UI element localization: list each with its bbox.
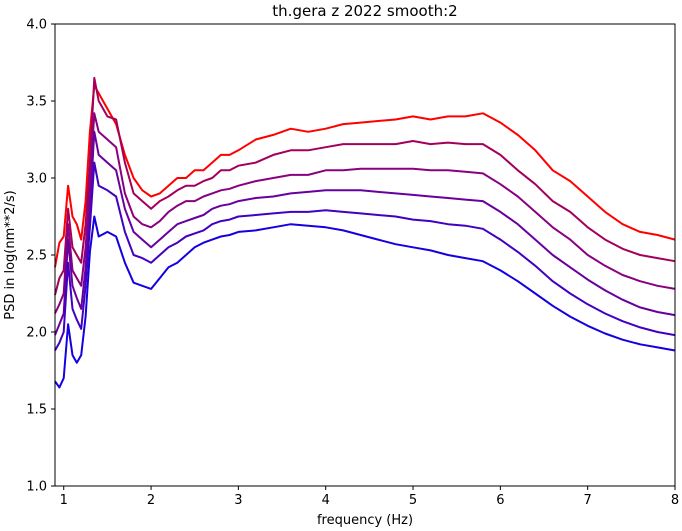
series-line-1 <box>54 84 676 268</box>
series-line-5 <box>54 161 676 351</box>
series-layer <box>54 76 676 389</box>
x-axis: 1 2 3 4 5 6 7 8 <box>60 486 679 508</box>
y-tick-label: 2.0 <box>26 326 47 341</box>
x-axis-label: frequency (Hz) <box>317 513 413 528</box>
y-tick-label: 1.0 <box>26 480 47 495</box>
x-tick-label: 4 <box>322 493 330 508</box>
chart-title: th.gera z 2022 smooth:2 <box>272 2 457 20</box>
y-tick-label: 4.0 <box>26 18 47 33</box>
series-line-3 <box>54 112 676 314</box>
y-tick-label: 1.5 <box>26 403 47 418</box>
y-axis: 1.0 1.5 2.0 2.5 3.0 3.5 4.0 <box>26 18 55 495</box>
x-tick-label: 7 <box>584 493 592 508</box>
x-tick-label: 3 <box>234 493 242 508</box>
y-axis-label: PSD in log(nm**2/s) <box>3 190 18 320</box>
x-tick-label: 5 <box>409 493 417 508</box>
x-tick-label: 8 <box>671 493 679 508</box>
series-line-2 <box>54 76 676 296</box>
plot-frame <box>54 23 676 487</box>
y-tick-label: 3.5 <box>26 95 47 110</box>
x-tick-label: 2 <box>147 493 155 508</box>
x-tick-label: 1 <box>60 493 68 508</box>
series-line-6 <box>54 215 676 389</box>
series-line-4 <box>54 130 676 336</box>
y-tick-label: 3.0 <box>26 172 47 187</box>
x-tick-label: 6 <box>496 493 504 508</box>
y-tick-label: 2.5 <box>26 249 47 264</box>
